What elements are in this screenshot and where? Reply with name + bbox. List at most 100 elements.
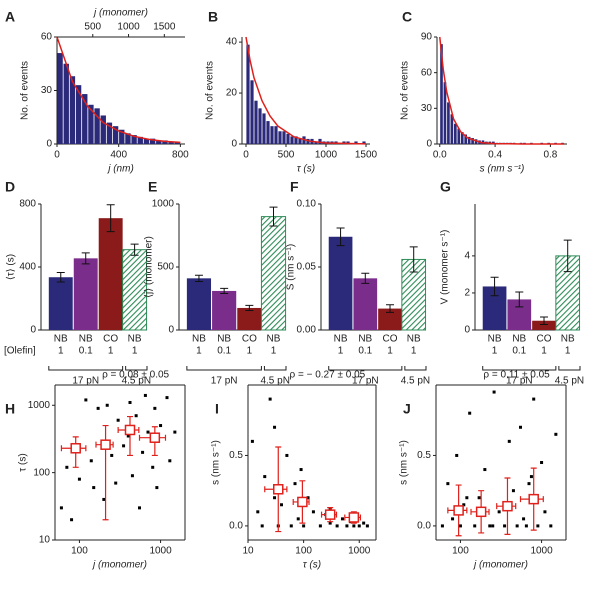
bar xyxy=(186,278,212,330)
group-label: 17 pN xyxy=(211,376,238,387)
category-label: NB xyxy=(512,334,526,345)
data-point xyxy=(260,524,264,528)
histogram-bar xyxy=(254,100,258,144)
binned-point xyxy=(124,424,136,436)
bar xyxy=(482,286,507,330)
histogram-bar xyxy=(258,108,262,144)
x-tick-label: 100 xyxy=(71,546,88,557)
panel-label: G xyxy=(440,179,451,195)
data-point xyxy=(126,434,130,438)
fit-curve xyxy=(439,36,565,145)
histogram-bar xyxy=(143,138,150,144)
y-axis-label: ⟨j⟩ (monomer) xyxy=(144,236,155,298)
data-point xyxy=(529,475,533,479)
olefin-label: 1 xyxy=(541,346,547,357)
data-point xyxy=(352,524,356,528)
y-axis-label: ⟨τ⟩ (s) xyxy=(6,254,17,280)
y-tick-label: 0.0 xyxy=(417,521,431,532)
histogram-bar xyxy=(119,129,125,144)
error-bar xyxy=(269,206,278,227)
group-bracket xyxy=(404,366,427,371)
data-point xyxy=(462,503,466,507)
data-point xyxy=(524,524,528,528)
data-point xyxy=(365,524,369,528)
histogram-bar xyxy=(460,132,464,144)
data-point xyxy=(549,524,553,528)
data-point xyxy=(527,482,531,486)
histogram-bar xyxy=(274,126,278,144)
data-point xyxy=(458,524,462,528)
data-point xyxy=(59,506,63,510)
data-point xyxy=(306,496,310,500)
fit-curve xyxy=(245,36,367,145)
bar xyxy=(73,258,98,330)
group-bracket xyxy=(328,366,403,371)
histogram-bar xyxy=(440,44,443,145)
data-point xyxy=(146,430,150,434)
panel-label: J xyxy=(403,401,411,417)
x-tick-label: 0.4 xyxy=(488,150,502,161)
y-tick-label: 1000 xyxy=(152,199,175,210)
data-point xyxy=(141,450,145,454)
data-point xyxy=(153,406,157,410)
bar xyxy=(260,216,287,331)
group-bracket xyxy=(482,366,557,371)
data-point xyxy=(130,474,134,478)
histogram-bar xyxy=(314,141,318,144)
error-bar xyxy=(361,272,370,284)
y-tick-label: 100 xyxy=(33,467,50,478)
data-point xyxy=(273,425,277,429)
category-label: CO xyxy=(537,334,552,345)
error-bar xyxy=(194,274,203,282)
data-point xyxy=(122,444,126,448)
y-tick-label: 0.0 xyxy=(229,521,243,532)
olefin-label: 1 xyxy=(338,346,344,357)
data-point xyxy=(263,475,267,479)
x-tick-label: 800 xyxy=(172,150,189,161)
histogram-bar xyxy=(354,141,358,144)
x-tick-label: 100 xyxy=(295,546,312,557)
histogram-bar xyxy=(278,131,282,144)
y-tick-label: 40 xyxy=(226,37,238,48)
y-tick-label: 0.10 xyxy=(297,199,317,210)
panel-label: C xyxy=(402,9,412,25)
data-point xyxy=(84,398,88,402)
data-point xyxy=(540,461,544,464)
histogram-bar xyxy=(471,138,474,144)
data-point xyxy=(116,418,120,422)
data-point xyxy=(440,524,444,528)
data-point xyxy=(173,430,177,434)
x-tick-label: 1500 xyxy=(355,150,378,161)
histogram-bar xyxy=(174,142,180,144)
olefin-label: 1 xyxy=(58,346,64,357)
histogram-bar xyxy=(168,142,174,144)
y-tick-label: 500 xyxy=(157,262,174,273)
x2-tick-label: 1000 xyxy=(117,22,140,33)
histogram-bar xyxy=(63,63,69,144)
data-point xyxy=(168,459,172,463)
y-tick-label: 10 xyxy=(39,535,51,546)
binned-point xyxy=(475,506,487,518)
olefin-label: 0.1 xyxy=(79,346,93,357)
x-tick-label: 500 xyxy=(278,150,295,161)
binned-point xyxy=(100,439,111,450)
group-bracket xyxy=(48,366,124,371)
x-tick-label: 100 xyxy=(452,546,469,557)
histogram-bar xyxy=(94,108,100,144)
y-axis-label: s (nm s⁻¹) xyxy=(399,440,410,485)
data-point xyxy=(302,524,306,528)
histogram-bar xyxy=(88,104,94,144)
data-point xyxy=(165,396,169,400)
error-bar xyxy=(409,246,418,273)
y-axis-label: s (nm s⁻¹) xyxy=(211,440,222,485)
histogram-bar xyxy=(69,76,76,144)
group-label: 4.5 pN xyxy=(555,376,584,387)
binned-point xyxy=(70,443,81,454)
x-tick-label: 1000 xyxy=(530,546,553,557)
y-tick-label: 0.5 xyxy=(229,450,243,461)
y-tick-label: 4 xyxy=(464,251,470,262)
bar xyxy=(98,218,123,330)
y-tick-label: 400 xyxy=(19,262,36,273)
data-point xyxy=(362,521,366,525)
